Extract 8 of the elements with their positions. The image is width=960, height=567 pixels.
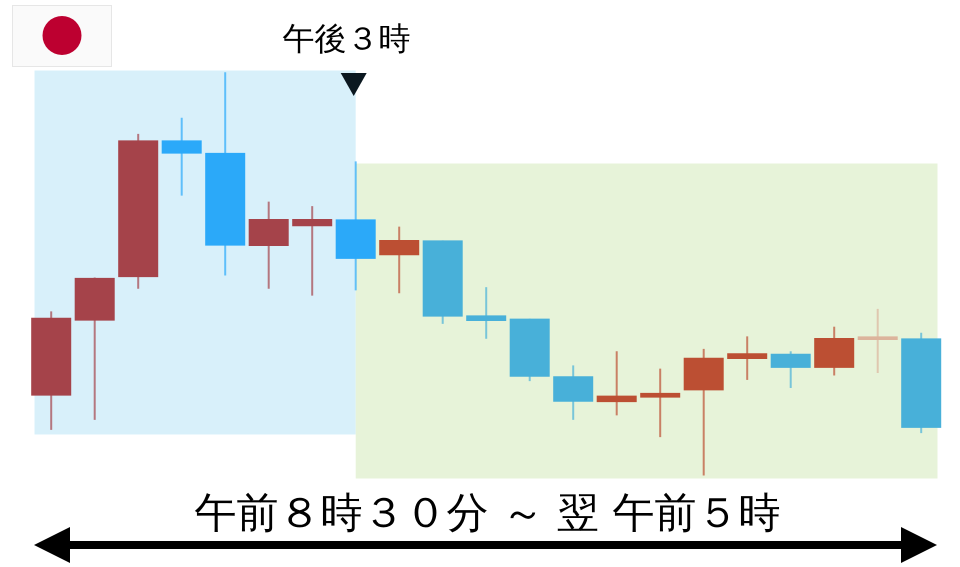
candlestick <box>727 335 768 381</box>
text: 午後３時 <box>282 20 411 58</box>
candlestick <box>858 308 898 374</box>
candlestick <box>596 350 637 416</box>
candlestick <box>640 368 680 438</box>
candlestick <box>466 286 506 340</box>
x-axis-title: 午前８時３０分 ～ 翌 午前５時 <box>194 488 781 537</box>
candlestick <box>292 205 332 297</box>
